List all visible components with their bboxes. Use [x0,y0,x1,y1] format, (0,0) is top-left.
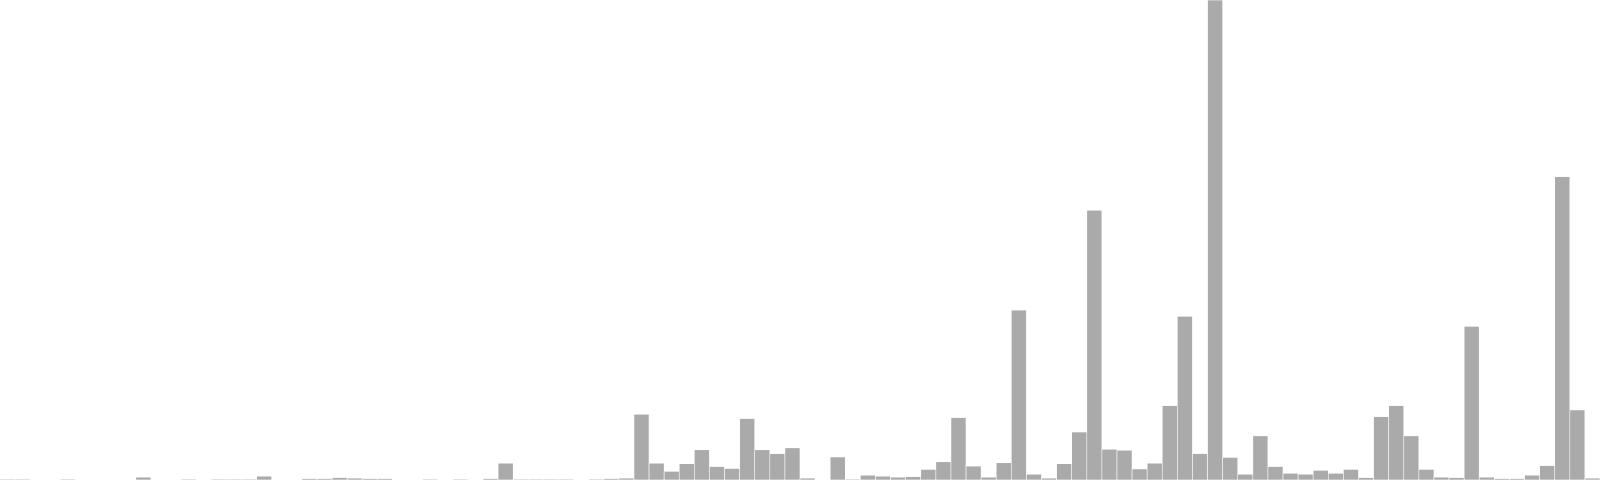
histogram-bar [724,468,740,480]
histogram-bar [935,461,952,480]
histogram-bar [1569,409,1586,480]
histogram-bar [648,462,665,480]
histogram-bar [1403,435,1420,480]
histogram-bar [1343,469,1359,480]
histogram-bar [905,476,922,480]
histogram-bar [995,462,1012,480]
histogram-bar [1207,0,1223,480]
histogram-bar [1418,469,1435,480]
histogram-bar [1524,474,1540,480]
histogram-bar [920,469,937,480]
histogram-bar [1192,453,1208,480]
histogram-bar [1463,326,1480,480]
histogram-bar [829,456,846,480]
histogram-bar [950,417,967,480]
histogram-bar [1539,465,1556,480]
histogram-bar [1297,473,1314,480]
histogram-bar [1026,473,1042,480]
histogram-bar [1177,316,1193,480]
histogram-bar [1011,309,1027,480]
histogram-bar [1222,457,1239,480]
histogram-bar [1267,466,1284,480]
histogram-bar [1554,176,1571,480]
histogram-bar [1101,448,1118,480]
histogram-bar [497,462,514,480]
histogram-bar [256,475,272,480]
histogram-bar [1252,435,1269,480]
histogram-bar [1388,405,1405,480]
histogram-bar [1237,473,1254,480]
histogram-bar [1071,431,1088,480]
histogram-bar [709,466,725,480]
histogram-bar [1161,405,1178,480]
histogram-bar [754,449,771,480]
histogram-bar [633,413,650,480]
histogram-bar [1312,470,1329,480]
histogram-bar [1131,468,1148,480]
histogram-bar [694,449,710,480]
histogram-bar [784,447,801,480]
histogram-bar [1282,472,1299,480]
histogram-bar [965,465,982,480]
histogram-bar [860,474,876,480]
histogram-bar [663,471,680,480]
histogram-bar [1328,472,1344,480]
histogram-bar [769,453,786,480]
histogram-bar [1116,449,1133,480]
histogram-bar [1373,416,1389,480]
histogram-bar [739,418,756,480]
histogram-bar [1086,209,1103,480]
histogram-bar [1056,463,1072,480]
histogram-bar [1146,462,1163,480]
histogram-bar [875,475,891,480]
histogram-bar [678,463,695,480]
